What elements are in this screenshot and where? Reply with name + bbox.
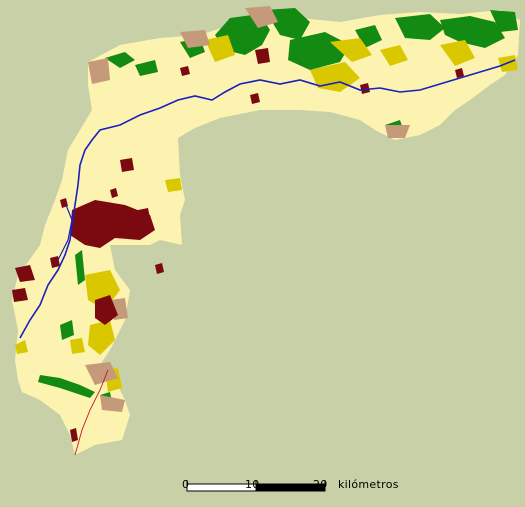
bare-soil-areas <box>85 6 410 412</box>
road <box>74 369 109 456</box>
scale-label-10: 10 <box>245 478 260 491</box>
scale-label-0: 0 <box>182 478 190 491</box>
river-channel <box>57 204 73 261</box>
scale-unit-label: kilómetros <box>338 478 399 491</box>
scale-label-20: 20 <box>313 478 328 491</box>
region-outline <box>12 10 520 455</box>
urban-areas <box>12 48 464 442</box>
river <box>19 59 516 339</box>
scale-bar <box>186 480 326 492</box>
